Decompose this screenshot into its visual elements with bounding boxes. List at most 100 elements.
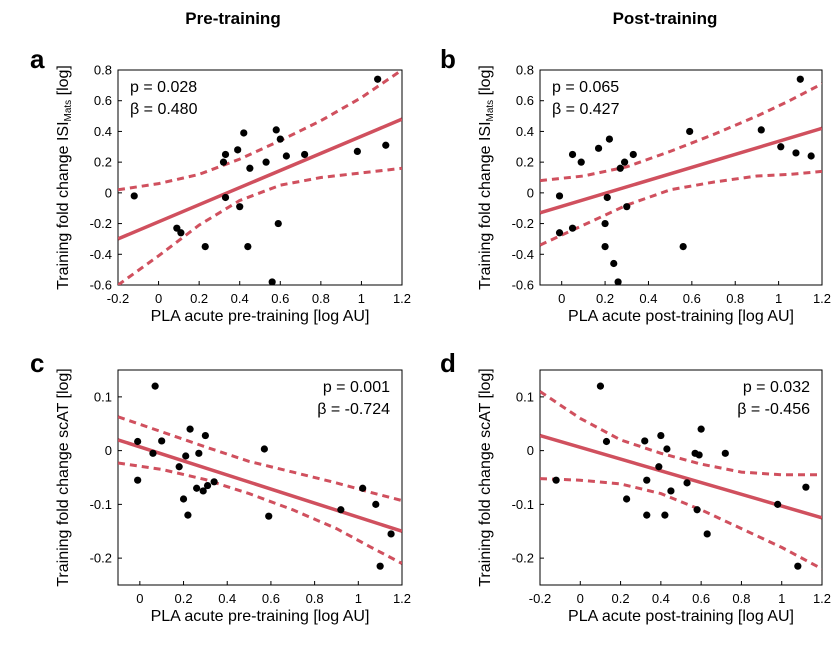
chart-panel-b: b 0 0.2 0.4 0.6 0.8 1 1.2 -0.6 -0.4 -0.2 0 0.2 0.4 0.6… <box>440 44 831 325</box>
data-point <box>661 511 669 519</box>
header-pre-training: Pre-training <box>185 9 280 28</box>
x-tick-label: 0.4 <box>218 591 236 606</box>
y-tick-label: 0.6 <box>94 93 112 108</box>
x-tick-label: 0.4 <box>652 591 670 606</box>
p-value-text: p = 0.001 <box>323 379 390 396</box>
ci-lower-band <box>118 166 402 285</box>
chart-panel-a: a -0.2 0 0.2 0.4 0.6 0.8 1 1.2 -0.6 -0.4 -0.2 0 0.2 0.… <box>30 44 411 325</box>
chart-panel-d: d -0.2 0 0.2 0.4 0.6 0.8 1 1.2 -0.2 -0.1 0 0.1 PLA ac… <box>440 348 831 625</box>
data-point <box>199 487 207 495</box>
y-tick-label: 0.4 <box>94 124 112 139</box>
data-point <box>802 483 810 491</box>
data-layer <box>118 70 402 285</box>
data-point <box>683 479 691 487</box>
x-tick-label: 0 <box>558 291 565 306</box>
data-point <box>807 152 815 160</box>
data-point <box>695 451 703 459</box>
y-tick-label: 0 <box>527 443 534 458</box>
x-axis-label: PLA acute pre-training [log AU] <box>151 608 370 625</box>
data-point <box>655 463 663 471</box>
y-axis-label-main: Training fold change scAT [log] <box>477 368 494 587</box>
x-tick-label: 0.4 <box>231 291 249 306</box>
data-point <box>221 150 230 159</box>
plot-frame <box>539 369 823 586</box>
y-axis-label: Training fold change ISIMats [log] <box>55 65 74 290</box>
x-tick-label: 1 <box>358 291 365 306</box>
y-tick-label: 0 <box>105 443 112 458</box>
y-axis-label-main: Training fold change ISI <box>55 121 72 289</box>
data-point <box>616 164 624 172</box>
x-tick-label: 0.8 <box>306 591 324 606</box>
data-point <box>568 150 577 159</box>
y-axis-label: Training fold change scAT [log] <box>55 368 72 587</box>
data-point <box>201 243 209 251</box>
data-point <box>149 449 157 457</box>
beta-value-text: β = 0.480 <box>130 101 198 118</box>
data-point <box>601 243 609 251</box>
data-point <box>382 141 390 149</box>
x-tick-label: 0 <box>155 291 162 306</box>
data-point <box>792 149 800 157</box>
y-tick-label: -0.2 <box>90 551 112 566</box>
data-point <box>130 192 138 200</box>
regression-line <box>118 438 402 533</box>
x-tick-label: 0.6 <box>271 291 289 306</box>
data-point <box>268 278 276 285</box>
y-tick-label: 0.2 <box>94 155 112 170</box>
x-tick-label: 0.2 <box>174 591 192 606</box>
regression-line <box>118 117 402 241</box>
ci-upper-band <box>540 82 822 183</box>
regression-line <box>540 126 822 215</box>
data-point <box>301 150 309 159</box>
y-tick-label: 0.1 <box>516 389 534 404</box>
data-point <box>221 193 230 202</box>
data-point <box>686 127 694 136</box>
y-tick-label: 0 <box>105 185 112 200</box>
x-tick-label: 0.8 <box>732 591 750 606</box>
y-tick-label: -0.1 <box>512 497 534 512</box>
data-point <box>610 259 618 268</box>
data-point <box>777 143 785 151</box>
plot-frame <box>117 69 403 286</box>
data-layer <box>540 75 822 285</box>
x-tick-label: 1.2 <box>393 591 411 606</box>
panel-letter: c <box>30 348 44 378</box>
plot-frame <box>117 369 403 586</box>
plot-frame <box>539 69 823 286</box>
data-point <box>623 203 631 211</box>
y-axis-label-main: Training fold change ISI <box>477 121 494 289</box>
data-point <box>186 425 194 433</box>
p-value-text: p = 0.028 <box>130 79 197 96</box>
x-tick-label: -0.2 <box>529 591 551 606</box>
panel-letter: d <box>440 348 456 378</box>
beta-value-text: β = -0.456 <box>737 401 810 418</box>
y-tick-label: 0.8 <box>516 63 534 78</box>
ci-lower-band <box>540 477 822 571</box>
data-point <box>272 126 280 134</box>
data-point <box>641 437 649 445</box>
x-tick-label: 0 <box>577 591 584 606</box>
data-layer <box>118 382 402 570</box>
x-tick-label: 1.2 <box>813 291 831 306</box>
data-point <box>774 500 782 508</box>
y-axis-label-unit: [log] <box>477 65 494 100</box>
data-point <box>603 193 611 202</box>
data-point <box>134 437 142 446</box>
y-tick-label: 0.2 <box>516 155 534 170</box>
y-tick-label: -0.6 <box>90 278 112 293</box>
x-tick-label: 1 <box>775 291 782 306</box>
x-tick-label: 0.2 <box>596 291 614 306</box>
data-point <box>657 431 665 440</box>
data-point <box>244 243 252 251</box>
data-point <box>794 562 802 570</box>
data-point <box>568 224 577 232</box>
data-point <box>663 445 671 453</box>
x-axis-label: PLA acute post-training [log AU] <box>568 308 794 325</box>
data-point <box>195 449 203 457</box>
data-point <box>667 487 675 495</box>
x-tick-label: 0.8 <box>726 291 744 306</box>
data-point <box>594 144 603 152</box>
x-axis-label: PLA acute post-training [log AU] <box>568 608 794 625</box>
data-point <box>173 224 181 232</box>
